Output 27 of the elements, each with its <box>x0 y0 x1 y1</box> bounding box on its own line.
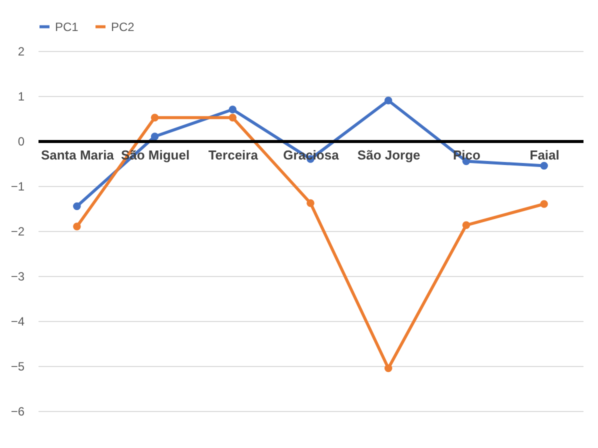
point <box>384 364 392 372</box>
point <box>228 106 237 114</box>
point <box>150 132 159 140</box>
point <box>462 221 470 230</box>
x-tick-label: Santa Maria <box>40 148 115 162</box>
y-tick-label: 1 <box>18 90 25 104</box>
point <box>306 199 314 207</box>
point <box>73 202 81 210</box>
y-tick-label: 0 <box>18 134 25 148</box>
y-tick-label: −4 <box>10 314 25 328</box>
y-tick-label: −3 <box>10 270 25 284</box>
y-tick-label: −6 <box>10 404 25 418</box>
y-tick-label: −5 <box>10 360 25 374</box>
x-tick-label: São Jorge <box>357 148 420 162</box>
legend-label: PC2 <box>111 20 135 34</box>
x-tick-label: Faial <box>530 148 560 162</box>
x-tick-label: Terceira <box>208 148 259 162</box>
point <box>150 114 159 122</box>
point <box>540 200 548 208</box>
y-tick-label: −2 <box>10 224 25 238</box>
point <box>384 96 392 104</box>
y-tick-label: −1 <box>10 180 25 194</box>
point <box>73 222 81 230</box>
point <box>228 114 237 122</box>
legend-label: PC1 <box>55 20 79 34</box>
y-tick-label: 2 <box>18 44 25 58</box>
point <box>540 162 548 170</box>
